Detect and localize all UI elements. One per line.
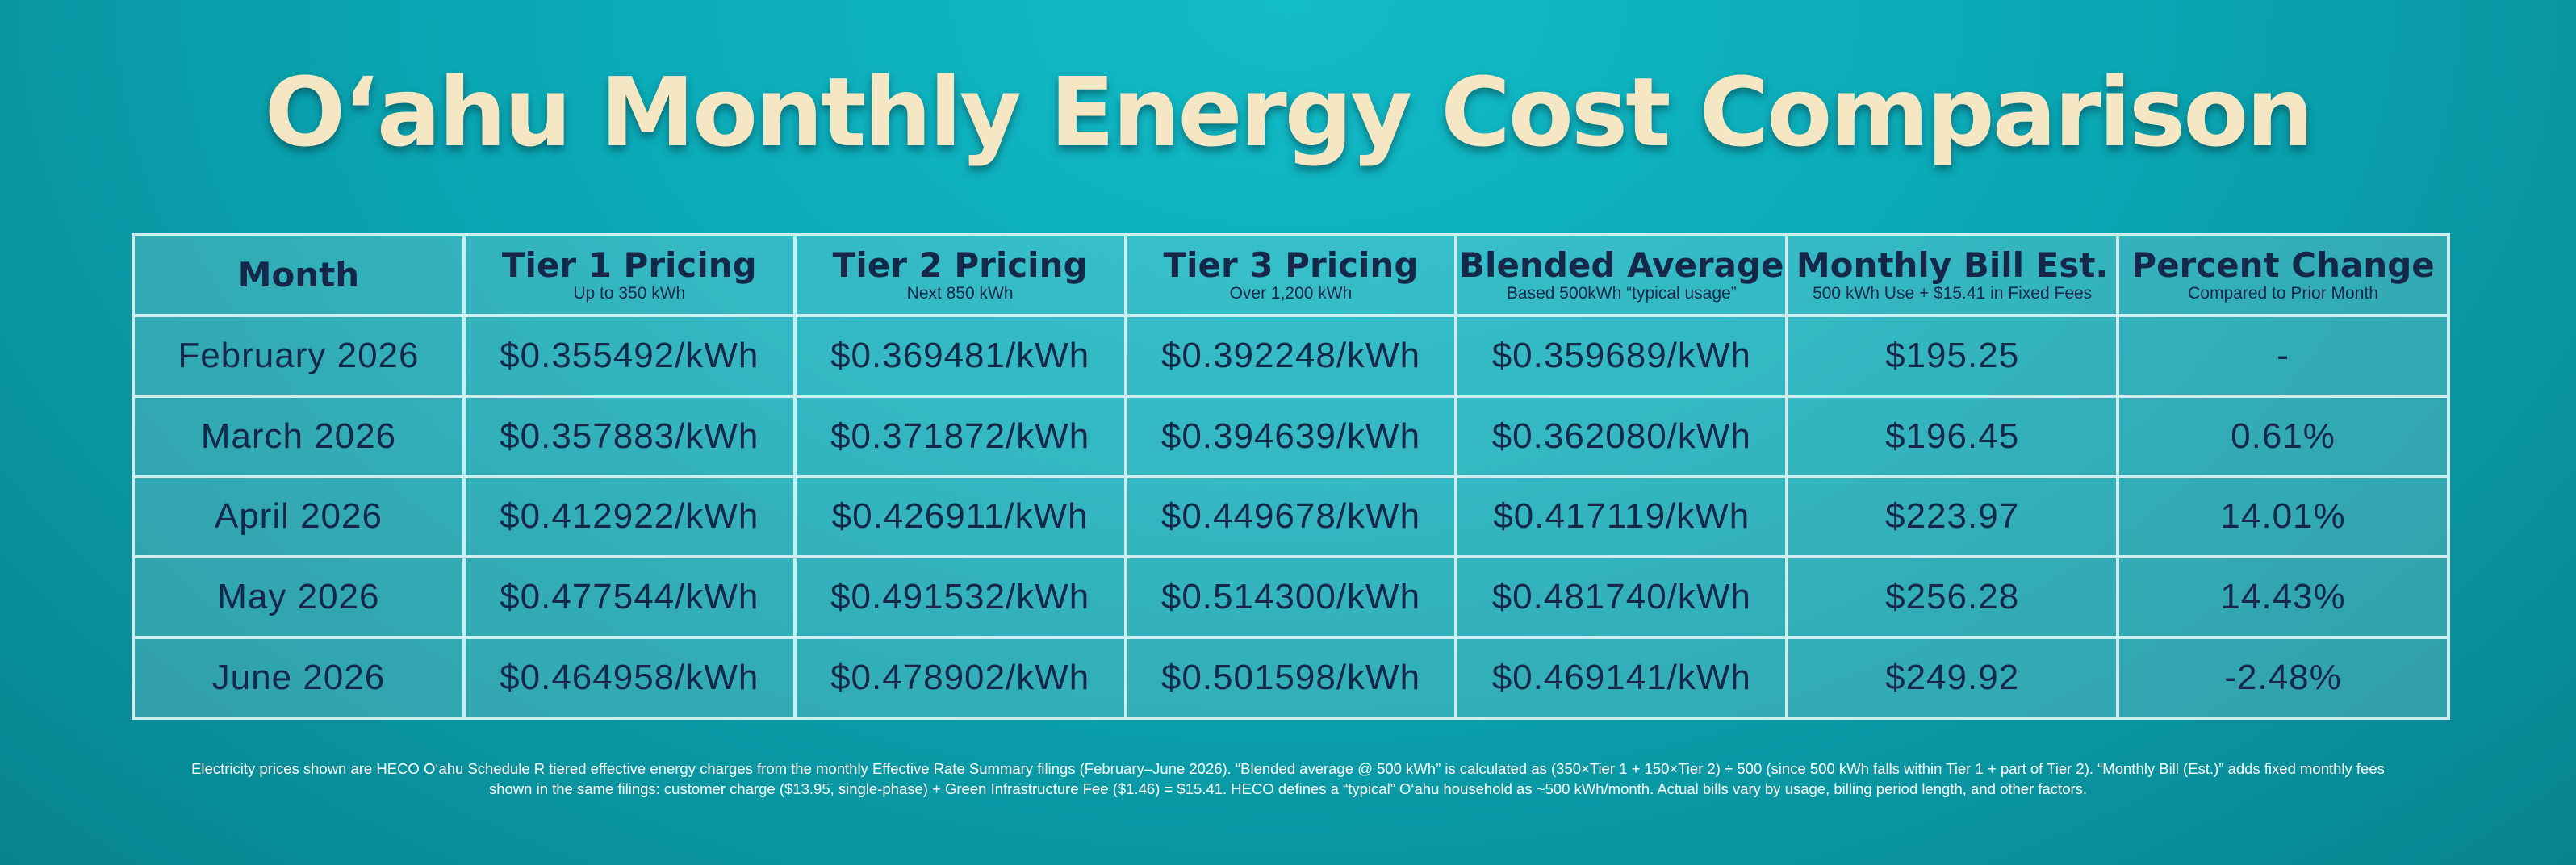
header-title: Monthly Bill Est.: [1796, 245, 2109, 285]
table-cell: $0.464958/kWh: [462, 636, 797, 720]
header-cell: Tier 1 Pricing Up to 350 kWh: [462, 233, 797, 317]
table-cell: $196.45: [1785, 394, 2120, 478]
table-cell: $256.28: [1785, 555, 2120, 640]
header-subtitle: Over 1,200 kWh: [1229, 284, 1353, 303]
table-cell: -2.48%: [2116, 636, 2450, 720]
table-cell: $223.97: [1785, 474, 2120, 559]
header-cell: Percent Change Compared to Prior Month: [2116, 233, 2450, 317]
header-title: Tier 3 Pricing: [1163, 245, 1419, 285]
table-cell: $0.481740/kWh: [1454, 555, 1789, 640]
table-cell: $0.371872/kWh: [792, 394, 1127, 478]
table-cell: $0.412922/kWh: [462, 474, 797, 559]
table-cell: 14.43%: [2116, 555, 2450, 640]
table-cell: $0.478902/kWh: [792, 636, 1127, 720]
table-cell: $0.362080/kWh: [1454, 394, 1789, 478]
table-cell: $195.25: [1785, 314, 2120, 398]
table-cell: June 2026: [132, 636, 466, 720]
header-subtitle: 500 kWh Use + $15.41 in Fixed Fees: [1813, 284, 2093, 303]
table-row: April 2026 $0.412922/kWh $0.426911/kWh $0.4…: [132, 474, 2450, 559]
table-row: February 2026 $0.355492/kWh $0.369481/kWh $…: [132, 314, 2450, 398]
table-cell: $0.449678/kWh: [1123, 474, 1458, 559]
title: O‘ahu Monthly Energy Cost Comparison: [264, 56, 2315, 168]
table-cell: $0.357883/kWh: [462, 394, 797, 478]
header-cell: Tier 3 Pricing Over 1,200 kWh: [1123, 233, 1458, 317]
header-title: Percent Change: [2131, 245, 2435, 285]
header-cell: Tier 2 Pricing Next 850 kWh: [792, 233, 1127, 317]
table-cell: March 2026: [132, 394, 466, 478]
header-cell: Month: [132, 233, 466, 317]
table-cell: $0.369481/kWh: [792, 314, 1127, 398]
table-row: June 2026 $0.464958/kWh $0.478902/kWh $0.50…: [132, 636, 2450, 720]
table-cell: $0.501598/kWh: [1123, 636, 1458, 720]
table-cell: $0.359689/kWh: [1454, 314, 1789, 398]
table-row: March 2026 $0.357883/kWh $0.371872/kWh $0.3…: [132, 394, 2450, 478]
header-subtitle: Next 850 kWh: [906, 284, 1014, 303]
table-cell: February 2026: [132, 314, 466, 398]
table-cell: 14.01%: [2116, 474, 2450, 559]
header-row: Month Tier 1 Pricing Up to 350 kWh Tier 2 P…: [132, 233, 2450, 317]
header-title: Tier 2 Pricing: [832, 245, 1088, 285]
table-cell: $249.92: [1785, 636, 2120, 720]
header-subtitle: Compared to Prior Month: [2188, 284, 2378, 303]
header-subtitle: Up to 350 kWh: [573, 284, 686, 303]
table-cell: $0.477544/kWh: [462, 555, 797, 640]
header-title: Month: [237, 255, 360, 295]
header-cell: Blended Average Based 500kWh “typical usa…: [1454, 233, 1789, 317]
table-cell: May 2026: [132, 555, 466, 640]
table-cell: April 2026: [132, 474, 466, 559]
energy-table: Month Tier 1 Pricing Up to 350 kWh Tier 2 P…: [132, 233, 2450, 720]
header-title: Tier 1 Pricing: [501, 245, 757, 285]
table-cell: $0.417119/kWh: [1454, 474, 1789, 559]
table-cell: $0.514300/kWh: [1123, 555, 1458, 640]
header-subtitle: Based 500kWh “typical usage”: [1506, 284, 1737, 303]
header-cell: Monthly Bill Est. 500 kWh Use + $15.41 in…: [1785, 233, 2120, 317]
table-cell: $0.394639/kWh: [1123, 394, 1458, 478]
table-cell: $0.355492/kWh: [462, 314, 797, 398]
table-cell: $0.469141/kWh: [1454, 636, 1789, 720]
table-cell: $0.392248/kWh: [1123, 314, 1458, 398]
table-cell: $0.426911/kWh: [792, 474, 1127, 559]
table-cell: -: [2116, 314, 2450, 398]
table-row: May 2026 $0.477544/kWh $0.491532/kWh $0.514…: [132, 555, 2450, 640]
table-cell: $0.491532/kWh: [792, 555, 1127, 640]
footnote: Electricity prices shown are HECO O‘ahu …: [191, 760, 2385, 797]
header-title: Blended Average: [1459, 245, 1784, 285]
table-cell: 0.61%: [2116, 394, 2450, 478]
